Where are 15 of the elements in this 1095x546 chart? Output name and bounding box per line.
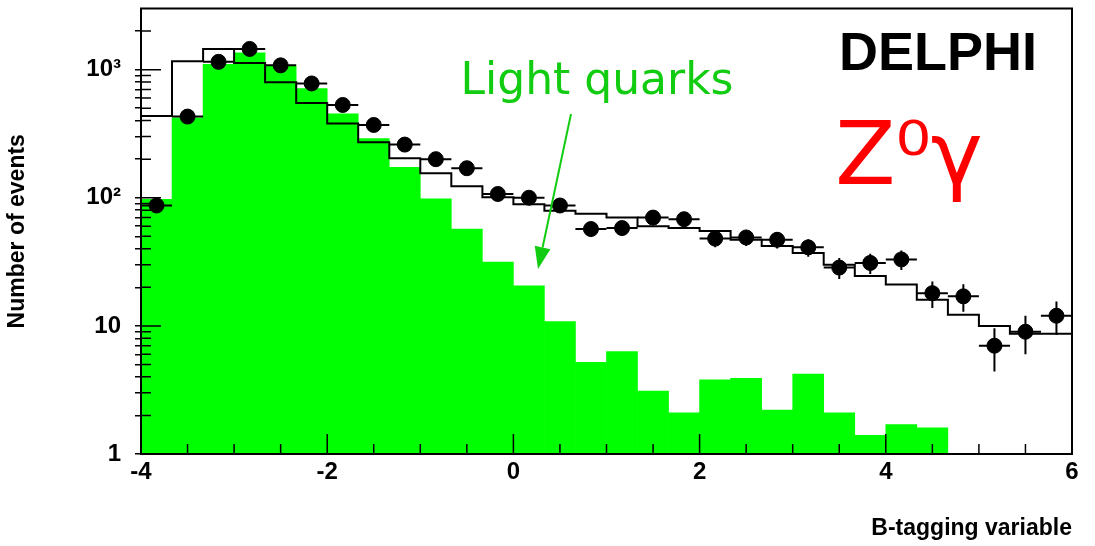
y-tick-label: 10² bbox=[86, 182, 122, 210]
x-axis-title: B-tagging variable bbox=[871, 513, 1072, 540]
y-tick-label: 10³ bbox=[86, 54, 122, 82]
annotation: DELPHI bbox=[838, 20, 1038, 81]
y-tick-label: 1 bbox=[107, 438, 121, 466]
x-tick-label: 2 bbox=[692, 457, 707, 485]
annotation: Light quarks bbox=[460, 52, 734, 104]
x-tick-label: -2 bbox=[316, 457, 338, 485]
annotation: Z⁰γ bbox=[835, 101, 983, 205]
x-tick-label: 6 bbox=[1065, 457, 1079, 485]
x-tick-label: -4 bbox=[130, 457, 153, 485]
x-tick-label: 4 bbox=[879, 457, 894, 485]
x-tick-label: 0 bbox=[506, 457, 521, 485]
y-tick-label: 10 bbox=[94, 310, 121, 338]
y-axis-title: Number of events bbox=[3, 134, 30, 329]
